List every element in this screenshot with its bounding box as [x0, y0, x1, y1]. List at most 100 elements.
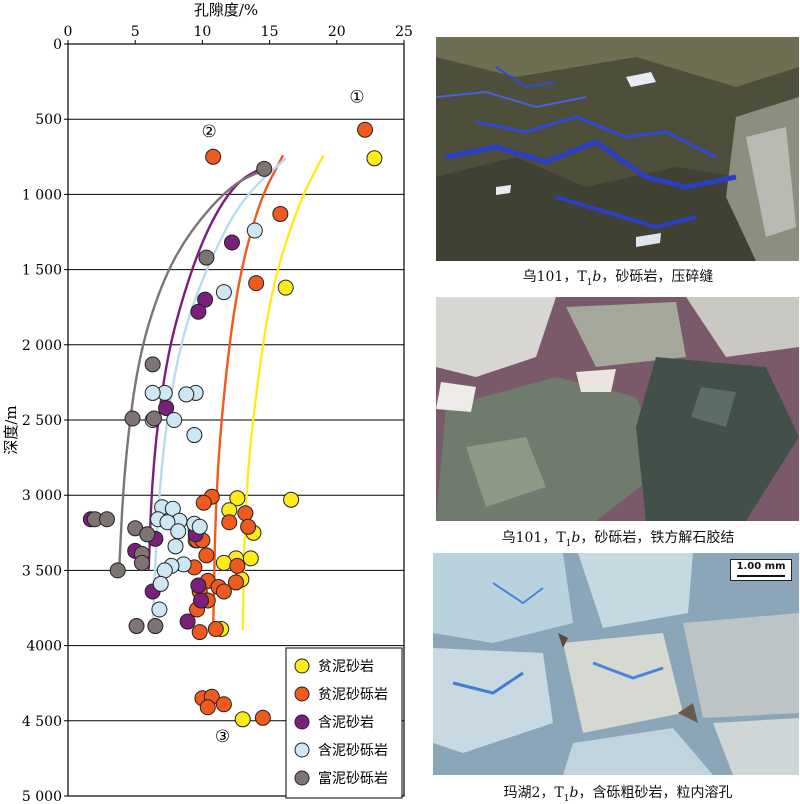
thin-section-photo-2: [436, 297, 799, 521]
trend-curve: [117, 167, 268, 571]
x-tick-label: 20: [328, 24, 346, 40]
data-point: [166, 412, 183, 428]
data-point: [215, 554, 232, 571]
data-point: [191, 624, 208, 641]
annotation-label: ①: [349, 88, 364, 108]
data-point: [221, 514, 238, 531]
trend-curve: [151, 157, 287, 631]
data-point: [215, 583, 232, 600]
legend-marker: [294, 770, 310, 786]
y-tick-label: 4000: [26, 639, 62, 655]
data-point: [151, 601, 168, 618]
gridlines: [68, 118, 404, 722]
data-point: [167, 538, 184, 555]
legend-label: 含泥砂岩: [318, 715, 374, 731]
legend-label: 富泥砂砾岩: [318, 770, 388, 787]
data-point: [234, 711, 251, 728]
data-point: [152, 575, 169, 592]
data-point: [147, 618, 164, 635]
y-tick-label: 4 500: [22, 714, 62, 730]
x-axis-label: 孔隙度/%: [194, 1, 258, 19]
data-point: [128, 618, 145, 635]
legend-marker: [294, 714, 310, 730]
x-tick-label: 15: [261, 24, 279, 40]
annotation-label: ②: [201, 122, 216, 142]
data-point: [164, 500, 181, 517]
y-tick-label: 500: [35, 112, 62, 128]
y-tick-label: 2 000: [22, 338, 62, 354]
data-point: [179, 613, 196, 630]
data-point: [223, 234, 240, 251]
photo-2-caption: 乌101，T1b，砂砾岩，铁方解石胶结: [501, 530, 735, 549]
annotations: ① ② ③: [201, 88, 364, 747]
data-point: [190, 303, 207, 320]
data-point: [229, 490, 246, 507]
annotation-label: ③: [215, 727, 230, 747]
data-point: [229, 557, 246, 574]
data-point: [178, 386, 195, 403]
data-point: [186, 427, 203, 444]
data-point: [170, 523, 187, 540]
data-point: [254, 709, 271, 726]
data-point: [242, 550, 259, 567]
plot-frame: [67, 43, 405, 797]
porosity-depth-chart: 0 500 1 000 1 500 2 000 2 500 3 000 3 500 4000 4 …: [2, 1, 413, 801]
data-point: [357, 121, 374, 138]
data-point: [246, 222, 263, 239]
data-point: [205, 148, 222, 165]
x-tick-label: 10: [193, 24, 211, 40]
y-tick-label: 5 000: [22, 789, 62, 801]
data-point: [139, 526, 156, 543]
data-point: [198, 249, 215, 266]
photo-1-caption: 乌101，T1b，砂砾岩，压碎缝: [522, 269, 714, 288]
thin-section-photo-1: [436, 37, 799, 261]
y-tick-label: 2 500: [22, 413, 62, 429]
data-point: [283, 491, 300, 508]
data-point: [190, 577, 207, 594]
data-point: [197, 291, 214, 308]
thin-section-photo-3: [433, 553, 799, 775]
scale-bar: 1.00 mm: [730, 559, 792, 581]
data-point: [240, 518, 257, 535]
photo-3-caption: 玛湖2，T1b，含砾粗砂岩，粒内溶孔: [503, 785, 733, 804]
data-point: [193, 592, 210, 609]
legend-label: 贫泥砂砾岩: [318, 687, 388, 703]
y-tick-label: 1 500: [22, 263, 62, 279]
data-point: [144, 356, 161, 373]
data-point: [159, 514, 176, 531]
data-points: [82, 121, 383, 728]
data-point: [124, 410, 141, 427]
data-point: [133, 554, 150, 571]
data-point: [237, 505, 254, 522]
data-point: [146, 410, 163, 427]
x-tick-label: 0: [64, 24, 73, 40]
data-point: [228, 574, 244, 591]
y-tick-label: 3 500: [22, 563, 62, 579]
legend-label: 贫泥砂岩: [318, 659, 374, 675]
data-point: [195, 494, 212, 511]
data-point: [256, 160, 273, 177]
data-point: [248, 275, 265, 292]
data-point: [191, 518, 208, 535]
scale-bar-label: 1.00 mm: [736, 561, 786, 572]
axes: 0 500 1 000 1 500 2 000 2 500 3 000 3 500 4000 4 …: [2, 1, 413, 801]
data-point: [215, 284, 232, 301]
data-point: [144, 384, 161, 401]
x-tick-label: 25: [395, 24, 413, 40]
y-tick-label: 3 000: [22, 488, 62, 504]
x-tick-label: 5: [131, 24, 140, 40]
data-point: [198, 547, 215, 564]
legend-label: 含泥砂砾岩: [318, 743, 388, 759]
y-tick-label: 0: [53, 37, 62, 53]
y-tick-label: 1 000: [22, 187, 62, 203]
y-axis-label: 深度/m: [2, 405, 20, 454]
data-point: [156, 562, 173, 579]
legend-marker: [294, 658, 310, 674]
data-point: [272, 205, 289, 222]
data-point: [366, 150, 383, 167]
data-point: [277, 279, 294, 296]
data-point: [199, 699, 216, 716]
data-point: [98, 511, 115, 528]
data-point: [109, 562, 126, 579]
